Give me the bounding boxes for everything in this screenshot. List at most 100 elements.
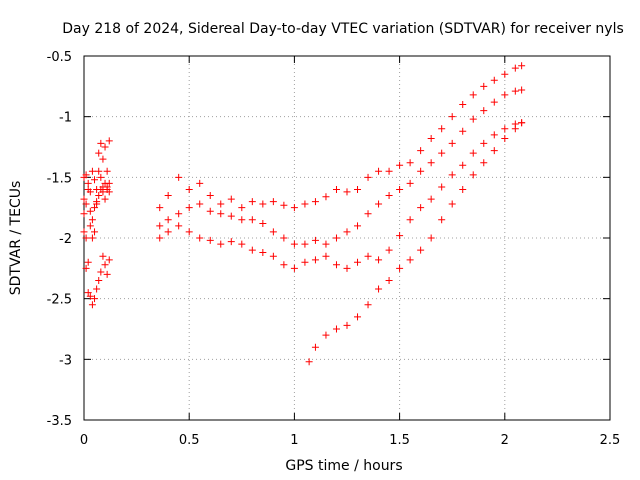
data-point (469, 171, 477, 179)
data-point (448, 200, 456, 208)
data-point (354, 185, 362, 193)
data-point (385, 167, 393, 175)
data-point (396, 264, 404, 272)
data-point (417, 167, 425, 175)
data-point (490, 131, 498, 139)
data-point (80, 210, 88, 218)
data-point (196, 234, 204, 242)
data-point (238, 240, 246, 248)
data-point (375, 167, 383, 175)
data-point (459, 101, 467, 109)
data-point (511, 64, 519, 72)
data-point (91, 176, 99, 184)
data-point (375, 200, 383, 208)
data-point (93, 200, 101, 208)
data-point (84, 289, 92, 297)
data-point (406, 179, 414, 187)
y-tick-label: -3.5 (47, 414, 72, 429)
data-point (290, 240, 298, 248)
data-point (80, 195, 88, 203)
y-axis-label: SDTVAR / TECUs (8, 181, 24, 296)
data-point (427, 135, 435, 143)
y-tick-label: -0.5 (47, 50, 72, 65)
data-point (185, 185, 193, 193)
data-point (322, 240, 330, 248)
data-point (97, 173, 105, 181)
data-point (501, 70, 509, 78)
data-point (332, 261, 340, 269)
data-point (469, 91, 477, 99)
data-point (95, 192, 103, 200)
data-point (88, 216, 96, 224)
data-point (103, 270, 111, 278)
data-point (164, 228, 172, 236)
data-point (343, 228, 351, 236)
x-tick-label: 1.5 (389, 433, 410, 448)
y-tick-label: -1.5 (47, 171, 72, 186)
data-point (86, 207, 94, 215)
data-point (101, 143, 109, 151)
data-point (438, 216, 446, 224)
data-point (101, 261, 109, 269)
data-point (82, 264, 90, 272)
data-point (164, 192, 172, 200)
data-point (375, 256, 383, 264)
data-point (227, 212, 235, 220)
data-point (511, 125, 519, 133)
data-point (480, 139, 488, 147)
grid (84, 56, 610, 420)
data-point (448, 171, 456, 179)
data-point (438, 149, 446, 157)
data-point (311, 343, 319, 351)
data-point (427, 159, 435, 167)
data-point (438, 183, 446, 191)
data-point (385, 192, 393, 200)
data-point (280, 261, 288, 269)
data-point (99, 188, 107, 196)
data-point (311, 256, 319, 264)
data-point (227, 195, 235, 203)
data-point (427, 234, 435, 242)
data-point (217, 210, 225, 218)
data-point (290, 204, 298, 212)
data-point (93, 285, 101, 293)
data-point (227, 238, 235, 246)
chart-title: Day 218 of 2024, Sidereal Day-to-day VTE… (62, 21, 624, 37)
data-point (95, 167, 103, 175)
data-point (364, 252, 372, 260)
data-point (248, 198, 256, 206)
data-point (301, 258, 309, 266)
data-point (82, 171, 90, 179)
data-point (196, 179, 204, 187)
data-point (91, 295, 99, 303)
y-tick-label: -1 (59, 111, 72, 126)
data-point (101, 195, 109, 203)
x-tick-label: 0 (80, 433, 88, 448)
data-point (185, 204, 193, 212)
data-point (354, 258, 362, 266)
data-point (448, 139, 456, 147)
data-point (427, 195, 435, 203)
data-point (269, 228, 277, 236)
data-point (375, 285, 383, 293)
data-point (459, 161, 467, 169)
data-point (217, 240, 225, 248)
data-point (156, 234, 164, 242)
data-point (99, 155, 107, 163)
data-point (490, 98, 498, 106)
data-point (332, 325, 340, 333)
data-point (518, 86, 526, 94)
data-point (217, 200, 225, 208)
data-point (480, 107, 488, 115)
data-point (354, 222, 362, 230)
data-point (322, 252, 330, 260)
data-point (91, 204, 99, 212)
data-point (280, 201, 288, 209)
data-point (417, 246, 425, 254)
data-point (364, 173, 372, 181)
data-point (103, 167, 111, 175)
x-axis-label: GPS time / hours (285, 458, 402, 474)
data-point (518, 62, 526, 70)
data-point (259, 219, 267, 227)
data-point (305, 358, 313, 366)
